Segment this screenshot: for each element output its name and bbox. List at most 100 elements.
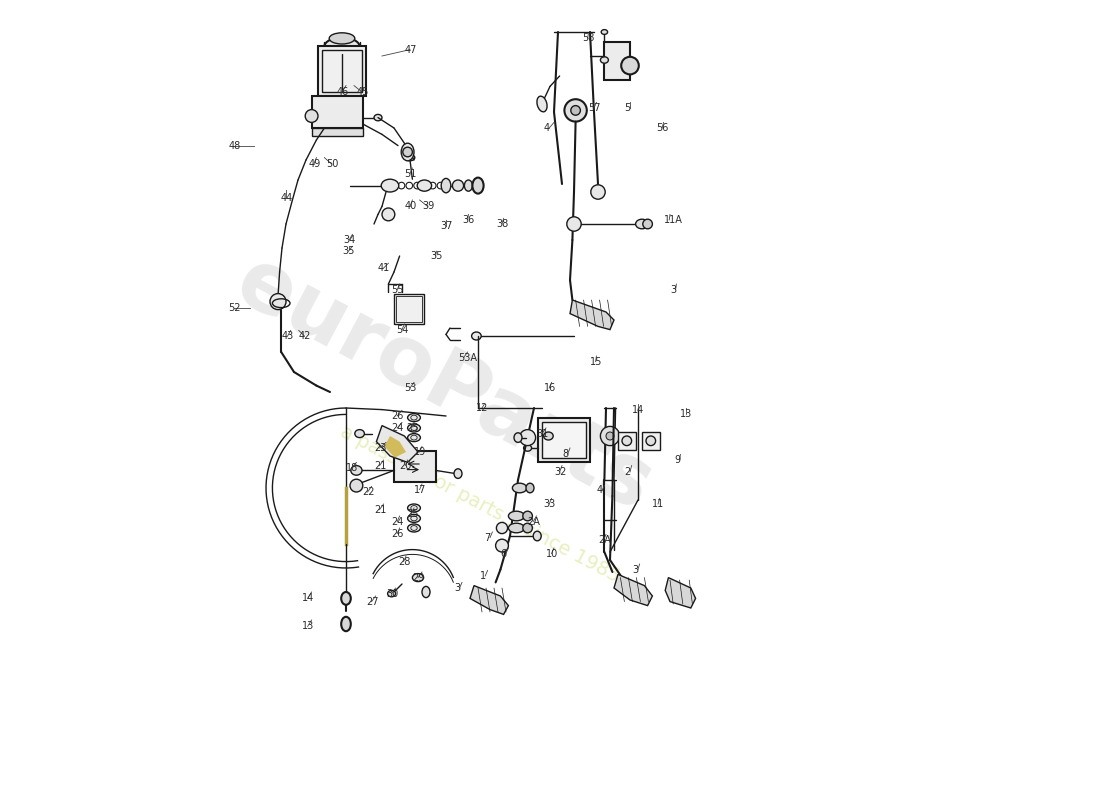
Text: 32: 32 bbox=[554, 467, 566, 477]
Text: 2A: 2A bbox=[528, 517, 540, 526]
Circle shape bbox=[591, 185, 605, 199]
Ellipse shape bbox=[408, 524, 420, 532]
Bar bbox=[322, 50, 362, 92]
Text: 2: 2 bbox=[625, 467, 630, 477]
Polygon shape bbox=[384, 436, 406, 458]
Circle shape bbox=[350, 479, 363, 492]
Ellipse shape bbox=[408, 424, 420, 432]
Text: 36: 36 bbox=[462, 215, 474, 225]
Text: 12: 12 bbox=[476, 403, 488, 413]
Ellipse shape bbox=[408, 414, 420, 422]
Circle shape bbox=[519, 430, 536, 446]
Text: 6: 6 bbox=[500, 549, 506, 558]
Text: 9: 9 bbox=[674, 455, 680, 465]
Text: 45: 45 bbox=[356, 87, 369, 97]
Bar bbox=[311, 128, 363, 136]
Polygon shape bbox=[470, 586, 508, 614]
Text: 41: 41 bbox=[378, 263, 390, 273]
Text: 8: 8 bbox=[562, 450, 568, 459]
Ellipse shape bbox=[405, 154, 415, 161]
Text: a passion for parts... since 1985: a passion for parts... since 1985 bbox=[337, 422, 623, 586]
Text: 34: 34 bbox=[343, 235, 355, 245]
Ellipse shape bbox=[412, 574, 424, 582]
Ellipse shape bbox=[514, 433, 522, 442]
Text: 31: 31 bbox=[537, 429, 549, 438]
Text: 7: 7 bbox=[484, 533, 491, 542]
Ellipse shape bbox=[543, 432, 553, 440]
Text: 54: 54 bbox=[396, 325, 409, 334]
Text: 19: 19 bbox=[414, 447, 427, 457]
Text: 44: 44 bbox=[280, 194, 293, 203]
Text: 11: 11 bbox=[652, 499, 664, 509]
Text: 3: 3 bbox=[632, 565, 638, 574]
Ellipse shape bbox=[472, 332, 481, 340]
Text: 53A: 53A bbox=[458, 353, 477, 362]
Circle shape bbox=[642, 219, 652, 229]
Bar bbox=[311, 96, 363, 128]
Text: 57: 57 bbox=[588, 103, 601, 113]
Ellipse shape bbox=[464, 180, 472, 191]
Bar bbox=[394, 451, 436, 482]
Circle shape bbox=[270, 294, 286, 310]
Text: 46: 46 bbox=[337, 87, 349, 97]
Bar bbox=[318, 46, 366, 96]
Circle shape bbox=[646, 436, 656, 446]
Text: 18: 18 bbox=[346, 463, 359, 473]
Text: 16: 16 bbox=[543, 383, 556, 393]
Polygon shape bbox=[376, 426, 418, 462]
Ellipse shape bbox=[402, 143, 414, 161]
Circle shape bbox=[382, 208, 395, 221]
Ellipse shape bbox=[441, 178, 451, 193]
Ellipse shape bbox=[513, 483, 527, 493]
Circle shape bbox=[566, 217, 581, 231]
Ellipse shape bbox=[508, 523, 525, 533]
Text: 30: 30 bbox=[386, 589, 398, 598]
Bar bbox=[642, 432, 660, 450]
Ellipse shape bbox=[508, 511, 525, 521]
Ellipse shape bbox=[355, 430, 364, 438]
Text: 20: 20 bbox=[399, 461, 412, 470]
Text: 24: 24 bbox=[392, 517, 404, 526]
Ellipse shape bbox=[324, 38, 360, 55]
Text: 11A: 11A bbox=[663, 215, 682, 225]
Bar bbox=[396, 296, 422, 322]
Circle shape bbox=[305, 110, 318, 122]
Text: 22: 22 bbox=[362, 487, 374, 497]
Text: 40: 40 bbox=[405, 202, 417, 211]
Text: 38: 38 bbox=[496, 219, 508, 229]
Ellipse shape bbox=[408, 434, 420, 442]
Ellipse shape bbox=[472, 178, 484, 194]
Ellipse shape bbox=[621, 57, 639, 74]
Text: 47: 47 bbox=[405, 45, 417, 54]
Text: 49: 49 bbox=[308, 159, 321, 169]
Circle shape bbox=[606, 432, 614, 440]
Bar bbox=[394, 294, 425, 324]
Ellipse shape bbox=[537, 96, 547, 112]
Ellipse shape bbox=[351, 466, 362, 475]
Text: 53: 53 bbox=[405, 383, 417, 393]
Ellipse shape bbox=[522, 523, 532, 533]
Text: 43: 43 bbox=[282, 331, 295, 341]
Text: 50: 50 bbox=[326, 159, 339, 169]
Text: 51: 51 bbox=[405, 169, 417, 178]
Text: 15: 15 bbox=[590, 357, 603, 366]
Ellipse shape bbox=[524, 445, 531, 451]
Text: 1: 1 bbox=[480, 571, 486, 581]
Ellipse shape bbox=[329, 33, 355, 44]
Text: 3: 3 bbox=[454, 583, 460, 593]
Text: 14: 14 bbox=[632, 405, 645, 414]
Text: 23: 23 bbox=[374, 443, 386, 453]
Text: 28: 28 bbox=[398, 557, 410, 566]
Text: 29: 29 bbox=[412, 573, 425, 582]
Text: 25: 25 bbox=[406, 423, 418, 433]
Ellipse shape bbox=[387, 590, 396, 597]
Text: 33: 33 bbox=[543, 499, 556, 509]
Text: 21: 21 bbox=[374, 505, 386, 514]
Text: euroParts: euroParts bbox=[222, 240, 667, 528]
Text: 2A: 2A bbox=[598, 535, 611, 545]
Text: 24: 24 bbox=[392, 423, 404, 433]
Text: 37: 37 bbox=[440, 221, 453, 230]
Ellipse shape bbox=[601, 57, 608, 63]
Ellipse shape bbox=[636, 219, 648, 229]
Bar bbox=[604, 42, 630, 80]
